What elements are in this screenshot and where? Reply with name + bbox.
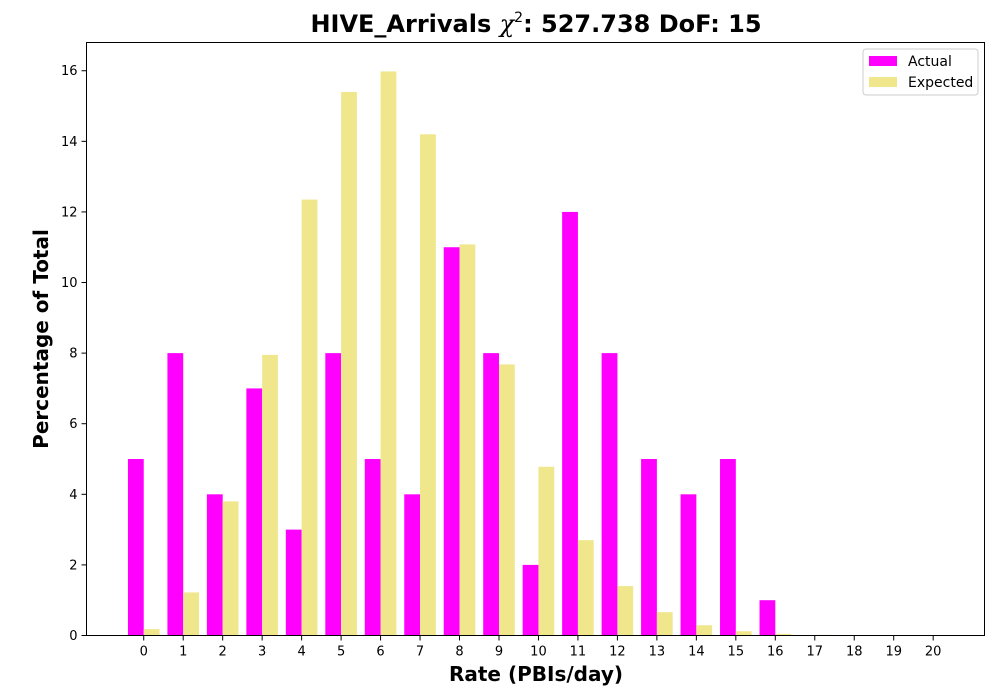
y-tick-label: 16 xyxy=(61,64,78,79)
bar-expected-6 xyxy=(380,71,397,636)
x-tick-label: 19 xyxy=(885,645,902,660)
chi-symbol: χ xyxy=(498,10,516,38)
x-tick-label: 1 xyxy=(179,645,187,660)
x-tick-label: 18 xyxy=(846,645,863,660)
bar-expected-1 xyxy=(183,592,199,636)
bar-actual-10 xyxy=(522,564,539,636)
y-tick-label: 10 xyxy=(61,276,78,291)
legend-label-expected: Expected xyxy=(908,75,973,91)
chi-superscript: 2 xyxy=(514,10,523,26)
legend-swatch-expected xyxy=(869,77,897,87)
y-axis-ticks: 0 2 4 6 8 10 12 14 16 xyxy=(61,64,87,644)
x-tick-label: 15 xyxy=(728,645,745,660)
x-tick-label: 11 xyxy=(570,645,587,660)
plot-frame xyxy=(86,42,985,636)
y-tick-label: 0 xyxy=(69,629,77,644)
x-tick-label: 20 xyxy=(925,645,942,660)
bar-expected-9 xyxy=(498,364,515,636)
bar-expected-2 xyxy=(222,501,239,636)
x-tick-label: 6 xyxy=(376,645,384,660)
x-tick-label: 13 xyxy=(649,645,666,660)
x-tick-label: 4 xyxy=(297,645,305,660)
bar-expected-11 xyxy=(577,540,594,636)
x-tick-label: 14 xyxy=(688,645,705,660)
x-tick-label: 0 xyxy=(140,645,148,660)
bar-expected-16 xyxy=(775,633,792,636)
bar-expected-15 xyxy=(735,631,752,636)
bar-expected-3 xyxy=(262,354,278,636)
y-tick-label: 4 xyxy=(69,488,77,503)
chart-title: HIVE_Arrivals χ2: 527.738 DoF: 15 xyxy=(310,10,761,38)
bar-expected-0 xyxy=(143,629,160,636)
bar-expected-5 xyxy=(341,91,357,636)
x-tick-label: 9 xyxy=(495,645,503,660)
bar-expected-8 xyxy=(459,244,476,636)
x-tick-label: 17 xyxy=(806,645,823,660)
bar-expected-4 xyxy=(301,199,318,636)
bar-actual-9 xyxy=(483,353,499,636)
bar-expected-13 xyxy=(656,612,673,636)
bar-actual-5 xyxy=(325,353,342,636)
bar-actual-3 xyxy=(246,388,263,636)
y-axis-label: Percentage of Total xyxy=(29,229,53,449)
x-tick-label: 10 xyxy=(530,645,547,660)
x-tick-label: 3 xyxy=(258,645,266,660)
bar-expected-12 xyxy=(617,586,634,636)
bar-actual-16 xyxy=(759,600,776,636)
x-tick-label: 8 xyxy=(455,645,463,660)
x-tick-label: 12 xyxy=(609,645,626,660)
bar-actual-0 xyxy=(127,459,144,636)
bar-actual-1 xyxy=(167,353,184,636)
y-tick-label: 2 xyxy=(69,558,77,573)
bar-actual-11 xyxy=(562,211,578,636)
bar-actual-14 xyxy=(680,494,697,636)
legend-swatch-actual xyxy=(869,56,897,66)
x-axis-label: Rate (PBIs/day) xyxy=(449,662,623,686)
bar-actual-12 xyxy=(601,353,618,636)
bar-actual-13 xyxy=(641,459,657,636)
y-tick-label: 8 xyxy=(69,347,77,362)
bar-expected-10 xyxy=(538,466,555,636)
bars-layer xyxy=(127,71,949,636)
bar-actual-2 xyxy=(206,494,223,636)
legend: Actual Expected xyxy=(862,48,979,96)
x-tick-label: 2 xyxy=(219,645,227,660)
legend-label-actual: Actual xyxy=(908,54,952,70)
bar-actual-6 xyxy=(364,459,381,636)
bar-actual-8 xyxy=(443,247,460,636)
bar-actual-4 xyxy=(285,529,302,636)
x-tick-label: 16 xyxy=(767,645,784,660)
y-tick-label: 6 xyxy=(69,417,77,432)
bar-expected-7 xyxy=(420,134,436,636)
x-axis-ticks: 0 1 2 3 4 5 6 7 8 9 10 11 12 13 14 15 16 17 18 19 20 xyxy=(140,635,942,660)
y-tick-label: 12 xyxy=(61,205,78,220)
bar-actual-15 xyxy=(720,459,736,636)
x-tick-label: 7 xyxy=(416,645,424,660)
x-tick-label: 5 xyxy=(337,645,345,660)
y-tick-label: 14 xyxy=(61,135,78,150)
bar-expected-14 xyxy=(696,625,713,636)
bar-actual-7 xyxy=(404,494,421,636)
